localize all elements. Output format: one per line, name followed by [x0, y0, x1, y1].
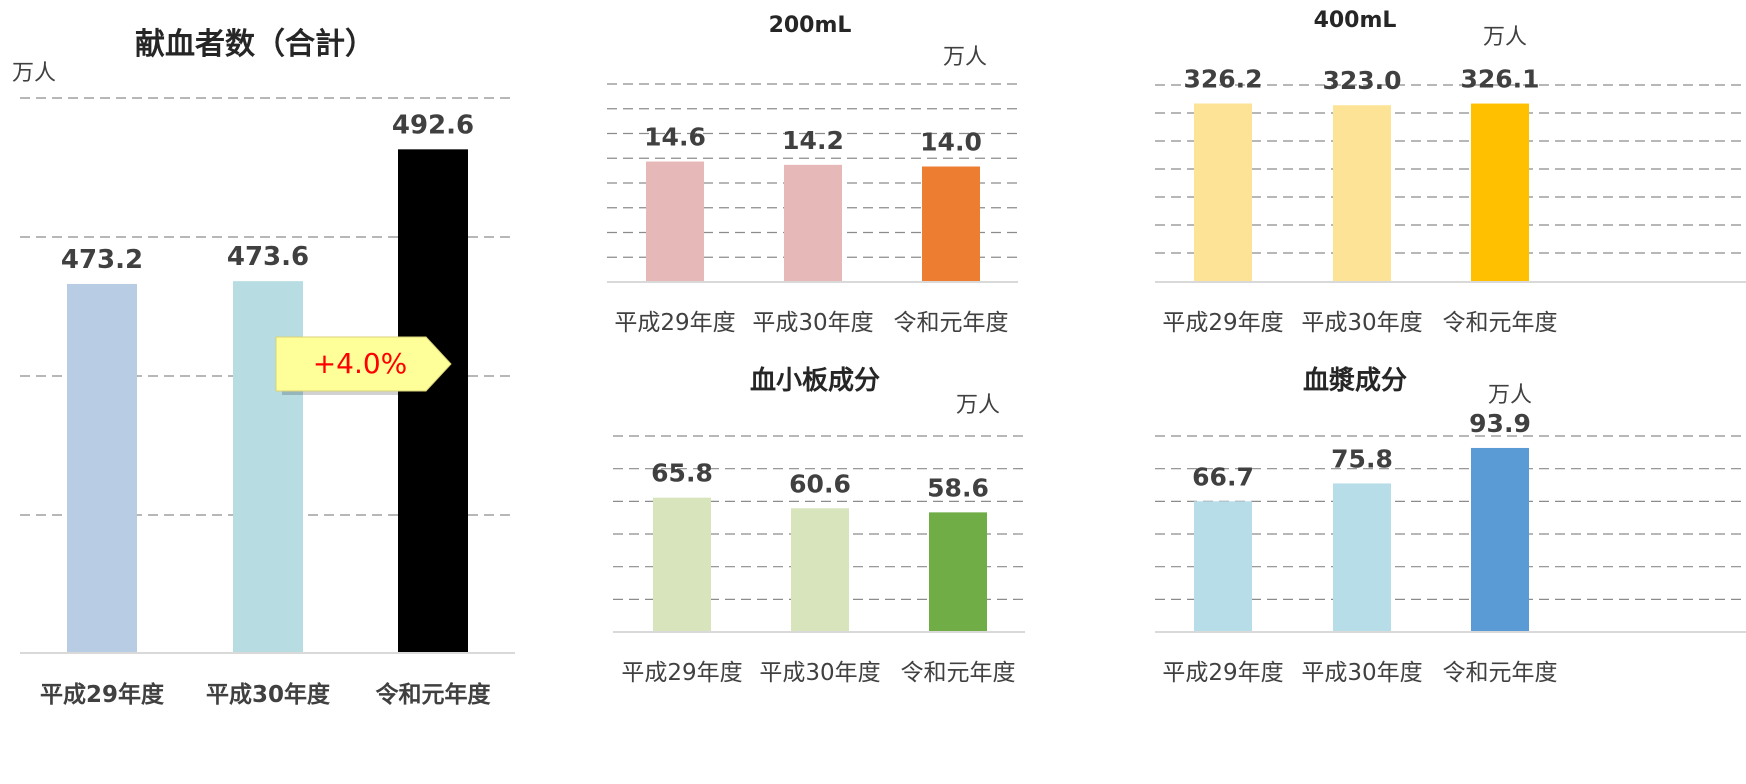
ml400-bar	[1194, 103, 1252, 282]
ml200-bar	[646, 161, 704, 282]
ml400-bar	[1333, 105, 1391, 282]
growth-callout-arrow	[275, 336, 452, 392]
ml200-bar	[922, 166, 980, 282]
plasma-title: 血漿成分	[1303, 366, 1407, 396]
plasma-tick-label: 平成29年度	[1162, 660, 1283, 686]
total-unit-label: 万人	[12, 61, 56, 86]
platelet-unit-label: 万人	[956, 393, 1000, 418]
plasma-bar	[1333, 483, 1391, 632]
platelet-value-label: 60.6	[789, 469, 851, 498]
ml200-unit-label: 万人	[943, 45, 987, 70]
total-tick-label: 平成30年度	[206, 681, 331, 708]
platelet-bar	[929, 512, 987, 632]
plasma-chart: 66.7 75.8 93.9 平成29年度 平成30年度 令和元年度 血漿成分万人	[1155, 366, 1746, 686]
plasma-value-label: 66.7	[1192, 462, 1254, 491]
total-value-label: 473.2	[61, 245, 143, 275]
plasma-unit-label: 万人	[1488, 383, 1532, 408]
growth-callout-text: +4.0%	[313, 347, 408, 380]
ml400-bar	[1471, 103, 1529, 282]
platelet-title: 血小板成分	[750, 366, 880, 396]
ml200-chart: 14.6 14.2 14.0 平成29年度 平成30年度 令和元年度 200mL 万人	[607, 13, 1018, 336]
plasma-tick-label: 平成30年度	[1301, 660, 1422, 686]
ml400-tick-label: 平成29年度	[1162, 310, 1283, 336]
platelet-value-label: 58.6	[927, 473, 989, 502]
platelet-tick-label: 平成29年度	[621, 660, 742, 686]
platelet-bar	[791, 508, 849, 632]
platelet-tick-label: 平成30年度	[759, 660, 880, 686]
ml200-title: 200mL	[769, 13, 852, 38]
ml400-value-label: 326.2	[1183, 64, 1262, 93]
ml200-tick-label: 令和元年度	[894, 310, 1009, 336]
ml400-tick-label: 令和元年度	[1443, 310, 1558, 336]
plasma-value-label: 75.8	[1331, 444, 1393, 473]
growth-callout: +4.0%	[275, 336, 457, 395]
total-bar	[398, 149, 468, 653]
ml400-value-label: 326.1	[1460, 65, 1539, 94]
ml400-title: 400mL	[1314, 8, 1397, 33]
ml200-tick-label: 平成29年度	[614, 310, 735, 336]
total-tick-label: 令和元年度	[376, 681, 492, 708]
platelet-tick-label: 令和元年度	[901, 660, 1016, 686]
plasma-bar	[1471, 447, 1529, 632]
total-value-label: 492.6	[392, 110, 474, 140]
total-chart: 473.2 473.6 492.6 平成29年度 平成30年度 令和元年度 献血者数（合計）…	[12, 27, 515, 708]
total-tick-label: 平成29年度	[40, 681, 165, 708]
ml400-tick-label: 平成30年度	[1301, 310, 1422, 336]
ml400-chart: 326.2 323.0 326.1 平成29年度 平成30年度 令和元年度 400mL 万人	[1155, 8, 1746, 336]
plasma-value-label: 93.9	[1469, 409, 1531, 438]
platelet-value-label: 65.8	[651, 459, 713, 488]
plasma-tick-label: 令和元年度	[1443, 660, 1558, 686]
ml200-bar	[784, 164, 842, 282]
total-bar	[67, 283, 137, 653]
ml400-value-label: 323.0	[1322, 66, 1401, 95]
total-title: 献血者数（合計）	[135, 27, 375, 62]
ml200-value-label: 14.2	[782, 126, 844, 155]
plasma-bar	[1194, 501, 1252, 632]
platelet-bar	[653, 497, 711, 632]
ml200-value-label: 14.0	[920, 128, 982, 157]
ml200-tick-label: 平成30年度	[752, 310, 873, 336]
total-value-label: 473.6	[227, 242, 309, 272]
ml200-value-label: 14.6	[644, 123, 706, 152]
ml400-unit-label: 万人	[1483, 25, 1527, 50]
